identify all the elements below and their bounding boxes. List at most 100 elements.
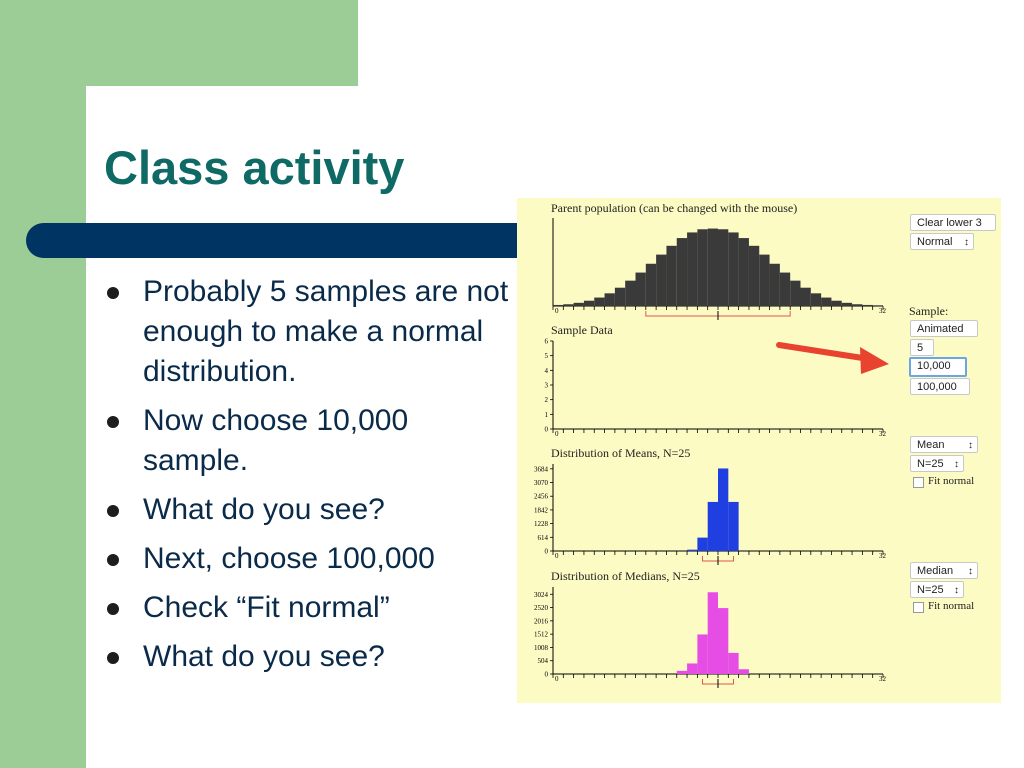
bullet-text: Next, choose 100,000 xyxy=(143,542,435,575)
parent-bar xyxy=(573,302,584,306)
parent-bar xyxy=(800,287,811,306)
parent-bar xyxy=(563,304,574,306)
sample-y-tick-label: 2 xyxy=(545,396,549,404)
means-bar xyxy=(697,537,708,551)
parent-x-tick-label-max: 32 xyxy=(879,307,887,315)
medians-x-tick-label-max: 32 xyxy=(879,675,887,683)
parent-bar xyxy=(718,229,729,306)
parent-bar xyxy=(728,232,739,306)
parent-bar xyxy=(821,297,832,306)
parent-bar xyxy=(594,297,605,306)
parent-bar xyxy=(841,302,853,306)
bullet-dot-icon xyxy=(107,554,119,566)
parent-bar xyxy=(656,254,667,306)
sample-option-5[interactable]: 5 xyxy=(910,339,934,356)
parent-bar xyxy=(697,229,708,306)
means-distribution-title: Distribution of Means, N=25 xyxy=(551,446,691,460)
parent-population-title: Parent population (can be changed with t… xyxy=(551,201,798,215)
bullet-text: Now choose 10,000 sample. xyxy=(143,404,409,477)
statistic-select-mean[interactable]: Mean xyxy=(910,436,978,454)
means-bar xyxy=(707,501,718,551)
fit-normal-checkbox-medians[interactable] xyxy=(913,602,924,613)
bullet-dot-icon xyxy=(107,603,119,615)
sample-y-tick-label: 5 xyxy=(545,352,549,360)
medians-bar xyxy=(697,634,708,674)
means-y-tick-label: 3684 xyxy=(534,465,549,473)
means-y-tick-label: 1228 xyxy=(534,520,549,528)
bullet-text: What do you see? xyxy=(143,493,385,526)
sample-x-tick-label-min: 0 xyxy=(555,430,559,438)
medians-bar xyxy=(718,608,729,674)
green-left-band xyxy=(0,0,86,768)
bullet-item: Probably 5 samples are not enough to mak… xyxy=(104,272,514,392)
means-y-tick-label: 2456 xyxy=(534,493,549,501)
sample-size-select-means[interactable]: N=25 xyxy=(910,455,964,473)
fit-normal-label: Fit normal xyxy=(928,600,975,612)
bullet-text: What do you see? xyxy=(143,640,385,673)
bullet-item: What do you see? xyxy=(104,490,514,530)
sample-y-tick-label: 1 xyxy=(545,411,549,419)
parent-x-tick-label-min: 0 xyxy=(555,307,559,315)
parent-bar xyxy=(748,245,760,306)
parent-bar xyxy=(614,287,626,306)
parent-bar xyxy=(810,293,822,306)
shape-select[interactable]: Normal xyxy=(910,233,974,251)
means-y-tick-label: 0 xyxy=(545,548,549,556)
bullet-dot-icon xyxy=(107,652,119,664)
medians-bar xyxy=(728,652,739,674)
parent-bar xyxy=(872,305,883,306)
bullet-item: Check “Fit normal” xyxy=(104,588,514,628)
medians-y-tick-label: 1008 xyxy=(534,644,549,652)
sample-y-tick-label: 4 xyxy=(545,367,549,375)
clear-lower-button[interactable]: Clear lower 3 xyxy=(910,214,996,231)
medians-y-tick-label: 2016 xyxy=(534,617,549,625)
bullet-dot-icon xyxy=(107,416,119,428)
medians-bar xyxy=(676,670,688,674)
medians-y-tick-label: 3024 xyxy=(534,591,549,599)
sample-label: Sample: xyxy=(909,304,949,318)
medians-y-tick-label: 2520 xyxy=(534,604,549,612)
medians-distribution-title: Distribution of Medians, N=25 xyxy=(551,569,700,583)
parent-bar xyxy=(553,304,564,306)
sample-option-animated[interactable]: Animated xyxy=(910,320,978,337)
medians-bar xyxy=(687,663,698,674)
bullet-dot-icon xyxy=(107,287,119,299)
parent-bar xyxy=(666,245,677,306)
slide-title: Class activity xyxy=(104,141,405,194)
slide-corner xyxy=(86,86,166,166)
parent-bar xyxy=(738,238,749,306)
parent-bar xyxy=(687,232,698,306)
fit-normal-checkbox-means[interactable] xyxy=(913,477,924,488)
sample-y-tick-label: 3 xyxy=(545,382,549,390)
means-y-tick-label: 3070 xyxy=(534,479,549,487)
medians-y-tick-label: 504 xyxy=(538,657,549,665)
means-bar xyxy=(718,468,729,551)
sample-size-select-medians[interactable]: N=25 xyxy=(910,581,964,599)
means-bar xyxy=(687,549,698,551)
bullet-text: Probably 5 samples are not enough to mak… xyxy=(143,275,509,388)
sample-data-title: Sample Data xyxy=(551,323,613,337)
parent-bar xyxy=(635,272,646,306)
red-arrow-head-icon xyxy=(860,347,889,374)
sample-option-10000[interactable]: 10,000 xyxy=(909,357,967,377)
means-y-tick-label: 614 xyxy=(538,534,549,542)
medians-y-tick-label: 0 xyxy=(545,671,549,679)
sampling-distribution-applet: 0 32 0 32 0 1 2 3 4 5 6 0 32 0 614 1228 1842 2456 3070 3684… xyxy=(517,198,1001,703)
title-underline-bar xyxy=(26,223,546,258)
medians-bar xyxy=(707,592,718,674)
bullet-item: Next, choose 100,000 xyxy=(104,539,514,579)
sample-x-tick-label-max: 32 xyxy=(879,430,887,438)
medians-y-tick-label: 1512 xyxy=(534,631,549,639)
parent-bar xyxy=(831,300,842,306)
sample-y-tick-label: 6 xyxy=(545,338,549,346)
sample-option-100000[interactable]: 100,000 xyxy=(910,378,970,395)
parent-bar xyxy=(769,263,780,306)
medians-x-tick-label-min: 0 xyxy=(555,675,559,683)
parent-bar xyxy=(852,304,863,306)
parent-bar xyxy=(759,254,770,306)
parent-bar xyxy=(604,293,615,306)
red-arrow-shaft-icon xyxy=(776,342,872,362)
parent-bar xyxy=(625,280,636,306)
statistic-select-median[interactable]: Median xyxy=(910,562,978,580)
parent-bar xyxy=(790,280,801,306)
